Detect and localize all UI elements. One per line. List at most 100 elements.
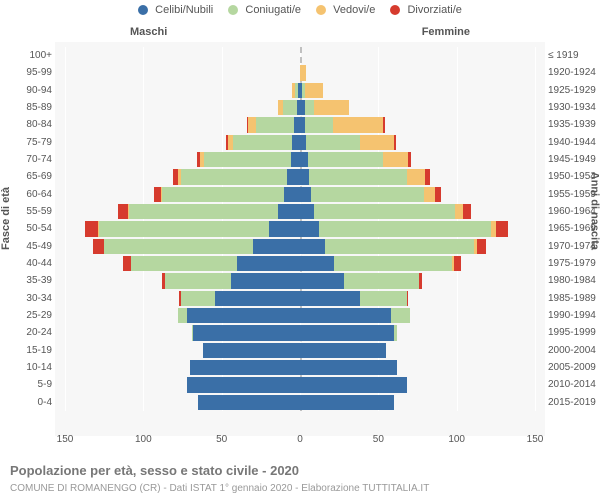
- bar-segment-cel: [300, 239, 325, 254]
- age-row: [65, 82, 535, 99]
- age-label: 60-64: [0, 186, 52, 203]
- bar-segment-con: [305, 100, 314, 115]
- birth-year-label: 1995-1999: [548, 324, 600, 341]
- birth-year-label: 1950-1954: [548, 168, 600, 185]
- age-row: [65, 272, 535, 289]
- female-header: Femmine: [422, 26, 470, 38]
- birth-year-label: 1955-1959: [548, 186, 600, 203]
- age-label: 0-4: [0, 394, 52, 411]
- male-bar: [292, 83, 300, 98]
- bar-segment-con: [311, 187, 424, 202]
- female-bar: [300, 291, 408, 306]
- bar-segment-con: [391, 308, 410, 323]
- bar-segment-cel: [193, 325, 300, 340]
- age-row: [65, 203, 535, 220]
- bar-segment-cel: [278, 204, 300, 219]
- bar-segment-con: [314, 204, 455, 219]
- bar-segment-cel: [300, 325, 394, 340]
- bar-segment-cel: [300, 360, 397, 375]
- age-row: [65, 220, 535, 237]
- bar-segment-ved: [300, 65, 306, 80]
- bar-segment-cel: [300, 152, 308, 167]
- bar-segment-con: [99, 221, 268, 236]
- female-bar: [300, 325, 397, 340]
- age-row: [65, 307, 535, 324]
- age-label: 45-49: [0, 238, 52, 255]
- birth-year-label: 1975-1979: [548, 255, 600, 272]
- male-bar: [154, 187, 300, 202]
- male-bar: [162, 273, 300, 288]
- birth-year-label: 1940-1944: [548, 134, 600, 151]
- bar-segment-cel: [300, 256, 334, 271]
- legend-item-coniugati: Coniugati/e: [228, 4, 301, 16]
- birth-year-label: 2010-2014: [548, 376, 600, 393]
- bar-segment-ved: [424, 187, 435, 202]
- bar-segment-cel: [292, 135, 300, 150]
- bar-segment-con: [309, 169, 406, 184]
- gridline: [535, 47, 536, 411]
- bar-segment-ved: [383, 152, 408, 167]
- female-bar: [300, 100, 349, 115]
- female-bar: [300, 152, 411, 167]
- bar-segment-con: [319, 221, 491, 236]
- x-tick-label: 0: [297, 434, 303, 445]
- x-tick-label: 100: [135, 434, 152, 445]
- bar-segment-div: [123, 256, 131, 271]
- male-bar: [247, 117, 300, 132]
- age-label: 90-94: [0, 82, 52, 99]
- male-bar: [278, 100, 300, 115]
- age-row: [65, 168, 535, 185]
- age-label: 50-54: [0, 220, 52, 237]
- bar-segment-div: [85, 221, 98, 236]
- age-row: [65, 394, 535, 411]
- bar-segment-con: [131, 256, 238, 271]
- bar-segment-cel: [190, 360, 300, 375]
- bar-segment-cel: [300, 204, 314, 219]
- age-label: 25-29: [0, 307, 52, 324]
- female-bar: [300, 135, 396, 150]
- female-bar: [300, 239, 486, 254]
- female-bar: [300, 187, 441, 202]
- bar-segment-con: [178, 308, 187, 323]
- bar-segment-con: [181, 291, 215, 306]
- birth-year-label: 2015-2019: [548, 394, 600, 411]
- bar-segment-div: [463, 204, 471, 219]
- bar-segment-con: [104, 239, 253, 254]
- bar-segment-cel: [269, 221, 300, 236]
- age-label: 95-99: [0, 64, 52, 81]
- bar-segment-cel: [300, 187, 311, 202]
- age-label: 100+: [0, 47, 52, 64]
- bar-segment-div: [477, 239, 486, 254]
- bar-segment-cel: [300, 343, 386, 358]
- age-label: 20-24: [0, 324, 52, 341]
- bar-segment-cel: [215, 291, 300, 306]
- x-tick-label: 50: [373, 434, 384, 445]
- legend-label: Divorziati/e: [407, 4, 461, 16]
- bar-segment-ved: [248, 117, 256, 132]
- legend-swatch: [316, 5, 326, 15]
- female-bar: [300, 377, 407, 392]
- age-label: 80-84: [0, 116, 52, 133]
- bar-segment-div: [407, 291, 409, 306]
- bar-segment-cel: [300, 291, 360, 306]
- bar-segment-cel: [237, 256, 300, 271]
- bar-segment-cel: [300, 273, 344, 288]
- female-bar: [300, 273, 422, 288]
- bar-segment-con: [308, 152, 383, 167]
- chart-subtitle: COMUNE DI ROMANENGO (CR) - Dati ISTAT 1°…: [10, 483, 429, 494]
- female-bar: [300, 308, 410, 323]
- male-bar: [198, 395, 300, 410]
- legend-label: Celibi/Nubili: [155, 4, 213, 16]
- female-bar: [300, 343, 386, 358]
- bar-segment-ved: [360, 135, 394, 150]
- female-bar: [300, 169, 430, 184]
- legend-item-celibi: Celibi/Nubili: [138, 4, 213, 16]
- female-bar: [300, 360, 397, 375]
- female-bar: [300, 395, 394, 410]
- age-label: 10-14: [0, 359, 52, 376]
- male-bar: [179, 291, 300, 306]
- x-tick-label: 150: [527, 434, 544, 445]
- age-row: [65, 342, 535, 359]
- legend-item-vedovi: Vedovi/e: [316, 4, 375, 16]
- bar-segment-cel: [284, 187, 300, 202]
